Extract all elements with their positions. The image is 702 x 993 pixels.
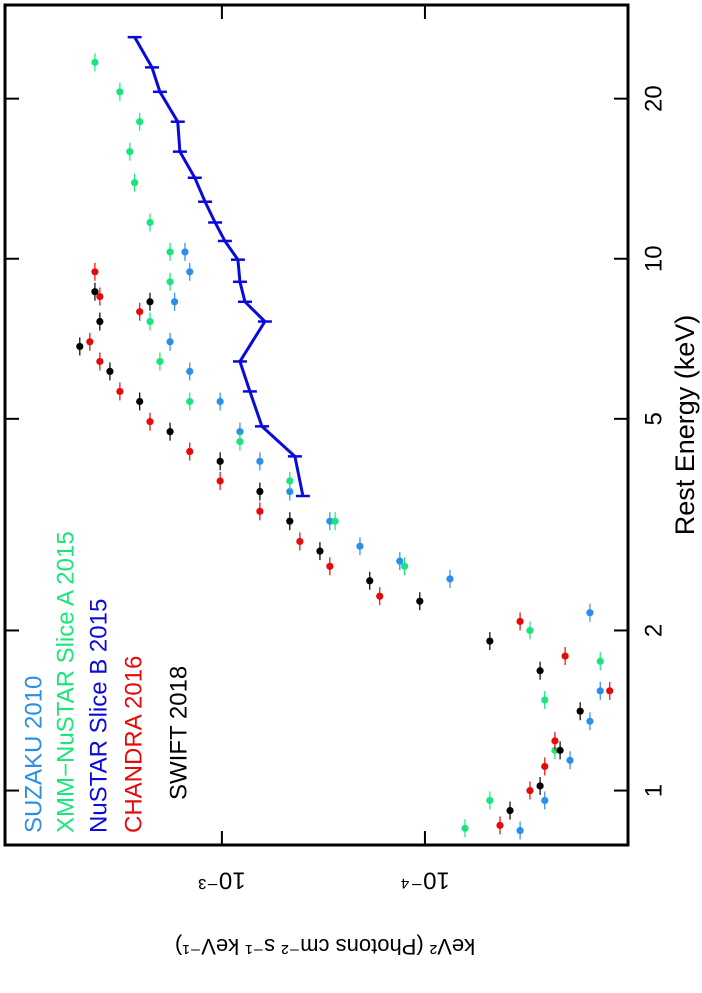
data-point <box>446 575 454 583</box>
data-point <box>506 806 514 815</box>
data-point <box>396 557 404 565</box>
data-point <box>256 457 264 465</box>
data-point <box>596 657 604 665</box>
data-point <box>561 652 569 660</box>
data-point <box>516 617 524 626</box>
data-point <box>256 487 264 496</box>
x-axis-label: Rest Energy (keV) <box>670 315 700 536</box>
data-point <box>556 746 564 754</box>
data-point <box>286 517 294 525</box>
x-tick-label: 2 <box>640 624 667 637</box>
data-point <box>536 782 544 790</box>
data-point <box>86 338 94 346</box>
data-point <box>146 218 154 227</box>
plot-frame <box>3 3 630 847</box>
data-point <box>536 667 544 675</box>
data-point <box>586 717 594 725</box>
data-point <box>146 298 154 306</box>
legend-entry: NuSTAR Slice B 2015 <box>85 599 112 833</box>
plot-area: Rest Energy (keV) keV² (Photons cm⁻² s⁻¹… <box>3 3 700 959</box>
data-point <box>516 826 524 835</box>
data-point <box>186 268 194 276</box>
data-point <box>526 626 534 635</box>
data-point <box>486 796 494 805</box>
data-point <box>166 278 174 286</box>
data-point <box>166 338 174 346</box>
data-point <box>316 547 324 555</box>
y-axis-label: keV² (Photons cm⁻² s⁻¹ keV⁻¹) <box>175 934 475 959</box>
x-tick-label: 1 <box>640 784 667 797</box>
legend-entry: XMM−NuSTAR Slice A 2015 <box>52 531 79 833</box>
data-point <box>541 762 549 771</box>
data-point <box>296 537 304 546</box>
data-point <box>356 542 364 550</box>
data-point <box>416 597 424 605</box>
data-point <box>126 148 134 156</box>
data-point <box>576 707 584 715</box>
data-point <box>181 248 189 256</box>
x-tick-label: 5 <box>640 412 667 425</box>
data-point <box>526 786 534 795</box>
data-point <box>286 487 294 496</box>
legend-entry: CHANDRA 2016 <box>120 656 147 833</box>
data-point <box>216 457 224 465</box>
data-point <box>106 367 114 375</box>
data-point <box>166 248 174 256</box>
data-point <box>326 517 334 525</box>
data-point <box>256 507 264 515</box>
data-point <box>496 821 504 829</box>
data-point <box>400 562 409 570</box>
data-point <box>146 317 154 326</box>
data-point <box>216 397 224 406</box>
data-point <box>541 796 549 805</box>
data-point <box>91 288 99 296</box>
series-line <box>133 36 305 497</box>
data-point <box>96 357 104 366</box>
data-point <box>566 756 574 764</box>
data-point <box>166 428 174 436</box>
data-point <box>541 696 549 704</box>
data-point <box>586 609 594 617</box>
data-point <box>136 308 144 316</box>
data-point <box>91 58 99 66</box>
data-point <box>96 317 104 326</box>
data-point <box>596 687 604 695</box>
data-point <box>156 357 164 366</box>
data-point <box>186 367 194 375</box>
y-tick-label: 10⁻³ <box>198 867 245 894</box>
legend-entry: SWIFT 2018 <box>165 666 192 800</box>
data-point <box>131 179 139 187</box>
y-tick-label: 10⁻⁴ <box>400 867 450 894</box>
x-tick-label: 10 <box>640 245 667 272</box>
data-point <box>486 637 494 645</box>
data-point <box>216 477 224 485</box>
data-point <box>551 746 559 754</box>
legend-entry: SUZAKU 2010 <box>20 676 47 833</box>
data-point <box>236 438 244 446</box>
data-point <box>326 562 334 570</box>
data-point <box>376 592 384 600</box>
data-point <box>186 447 194 456</box>
data-point <box>136 397 144 406</box>
data-point <box>136 118 144 126</box>
data-point <box>91 268 99 276</box>
data-point <box>461 824 469 832</box>
data-point <box>286 477 294 485</box>
data-point <box>186 397 194 406</box>
data-point <box>551 737 559 745</box>
data-point <box>96 292 104 301</box>
x-tick-label: 20 <box>640 85 667 112</box>
data-point <box>116 88 124 96</box>
data-point <box>146 418 154 426</box>
data-point <box>116 387 124 396</box>
data-point <box>331 517 339 525</box>
data-point <box>236 428 244 436</box>
data-point <box>606 687 614 695</box>
data-point <box>170 298 179 306</box>
data-point <box>76 342 84 351</box>
data-point <box>366 577 374 585</box>
